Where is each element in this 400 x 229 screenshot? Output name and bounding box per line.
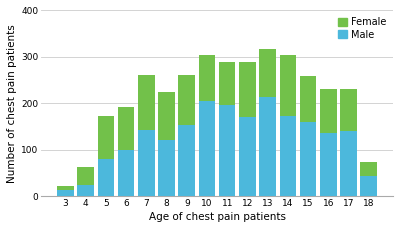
Bar <box>219 105 236 196</box>
Bar <box>158 92 175 140</box>
Bar <box>300 122 316 196</box>
X-axis label: Age of chest pain patients: Age of chest pain patients <box>148 212 286 222</box>
Bar <box>98 116 114 159</box>
Bar <box>98 159 114 196</box>
Bar <box>360 162 377 176</box>
Bar <box>199 101 215 196</box>
Bar <box>57 186 74 190</box>
Bar <box>280 116 296 196</box>
Bar <box>178 125 195 196</box>
Bar <box>259 97 276 196</box>
Bar <box>199 55 215 101</box>
Bar <box>340 89 357 131</box>
Bar <box>239 63 256 117</box>
Bar <box>57 190 74 196</box>
Bar <box>219 62 236 105</box>
Bar <box>300 76 316 122</box>
Bar <box>340 131 357 196</box>
Legend: Female, Male: Female, Male <box>336 15 388 42</box>
Bar <box>320 133 337 196</box>
Bar <box>77 185 94 196</box>
Bar <box>158 140 175 196</box>
Y-axis label: Number of chest pain patients: Number of chest pain patients <box>7 24 17 183</box>
Bar <box>259 49 276 97</box>
Bar <box>138 130 155 196</box>
Bar <box>138 75 155 130</box>
Bar <box>320 89 337 133</box>
Bar <box>280 55 296 116</box>
Bar <box>118 107 134 150</box>
Bar <box>178 75 195 125</box>
Bar <box>118 150 134 196</box>
Bar <box>360 176 377 196</box>
Bar <box>239 117 256 196</box>
Bar <box>77 167 94 185</box>
